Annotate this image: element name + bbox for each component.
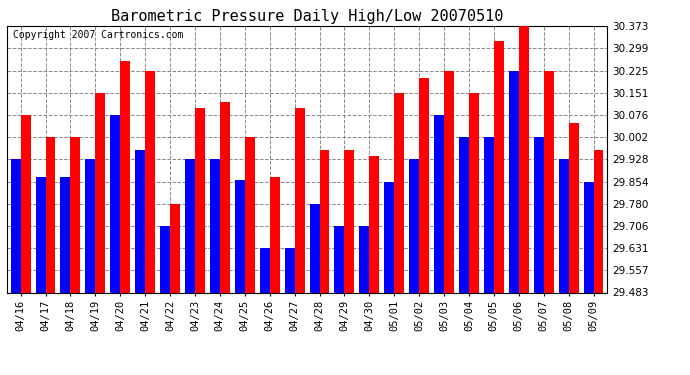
Bar (220, 102, 230, 292)
Bar (319, 150, 329, 292)
Bar (110, 115, 120, 292)
Bar (185, 159, 195, 292)
Bar (210, 159, 220, 292)
Bar (335, 226, 344, 292)
Bar (459, 137, 469, 292)
Bar (444, 70, 454, 292)
Bar (120, 61, 130, 292)
Bar (295, 108, 304, 292)
Bar (145, 70, 155, 292)
Bar (259, 248, 270, 292)
Bar (569, 123, 578, 292)
Bar (86, 159, 95, 292)
Bar (285, 248, 295, 292)
Bar (70, 137, 80, 292)
Bar (310, 204, 319, 292)
Bar (394, 93, 404, 292)
Bar (195, 108, 205, 292)
Bar (95, 93, 106, 292)
Bar (135, 150, 145, 292)
Bar (469, 93, 479, 292)
Bar (245, 137, 255, 292)
Bar (235, 180, 245, 292)
Bar (494, 40, 504, 292)
Bar (270, 177, 279, 292)
Bar (593, 150, 604, 292)
Bar (419, 78, 429, 292)
Bar (534, 137, 544, 292)
Bar (10, 159, 21, 292)
Bar (559, 159, 569, 292)
Title: Barometric Pressure Daily High/Low 20070510: Barometric Pressure Daily High/Low 20070… (111, 9, 503, 24)
Bar (519, 26, 529, 292)
Bar (359, 226, 369, 292)
Text: Copyright 2007 Cartronics.com: Copyright 2007 Cartronics.com (13, 30, 184, 40)
Bar (46, 137, 55, 292)
Bar (369, 156, 380, 292)
Bar (160, 226, 170, 292)
Bar (509, 70, 519, 292)
Bar (434, 115, 444, 292)
Bar (384, 182, 394, 292)
Bar (344, 150, 355, 292)
Bar (36, 177, 46, 292)
Bar (544, 70, 553, 292)
Bar (584, 182, 593, 292)
Bar (61, 177, 70, 292)
Bar (170, 204, 180, 292)
Bar (409, 159, 419, 292)
Bar (21, 115, 30, 292)
Bar (484, 137, 494, 292)
